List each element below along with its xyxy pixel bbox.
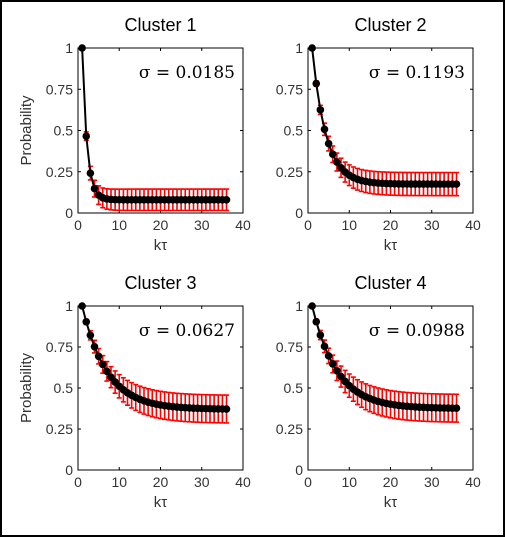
data-point <box>316 106 325 114</box>
data-point <box>312 317 321 326</box>
x-tick-label: 0 <box>74 474 82 490</box>
x-tick-label: 20 <box>383 474 399 490</box>
y-tick-label: 0.75 <box>46 339 73 355</box>
x-axis-label: kτ <box>154 237 168 254</box>
data-point <box>90 184 99 193</box>
data-point <box>90 342 99 351</box>
y-tick-label: 0.25 <box>276 421 303 437</box>
data-point <box>312 79 321 88</box>
data-point <box>316 331 325 339</box>
chart-title: Cluster 1 <box>124 15 196 35</box>
x-tick-label: 0 <box>304 217 312 233</box>
x-tick-label: 10 <box>111 474 127 490</box>
data-point <box>82 318 91 326</box>
chart-panel-2: 0 10 20 30 40 0 0.25 0.5 0.75 1 Cluster 2 kτ σ = 0.1… <box>276 15 481 254</box>
y-tick-label: 1 <box>65 40 73 56</box>
data-point <box>98 360 107 369</box>
y-tick-label: 0.75 <box>46 81 73 97</box>
y-tick-label: 1 <box>295 40 303 56</box>
y-tick-label: 0.5 <box>54 123 74 139</box>
data-point <box>94 352 103 361</box>
y-tick-label: 0 <box>65 462 73 478</box>
data-point <box>308 302 316 310</box>
x-tick-label: 30 <box>194 474 210 490</box>
data-point <box>222 405 231 413</box>
chart-panel-4: 0 10 20 30 40 0 0.25 0.5 0.75 1 Cluster 4 kτ σ = 0.0… <box>276 273 481 511</box>
x-axis-label: kτ <box>384 237 398 254</box>
data-point <box>86 331 95 340</box>
y-tick-label: 0.5 <box>284 380 304 396</box>
data-point <box>86 169 95 177</box>
x-axis-label: kτ <box>154 494 168 511</box>
x-tick-label: 20 <box>383 217 399 233</box>
y-tick-label: 0.25 <box>46 164 73 180</box>
data-point <box>328 150 337 159</box>
x-tick-label: 10 <box>341 474 357 490</box>
y-tick-label: 0.75 <box>276 339 303 355</box>
y-tick-label: 0.25 <box>46 421 73 437</box>
y-tick-label: 1 <box>65 298 73 314</box>
y-tick-label: 1 <box>295 298 303 314</box>
sigma-annotation: σ = 0.0988 <box>369 321 465 341</box>
x-tick-label: 0 <box>304 474 312 490</box>
data-point <box>82 132 91 140</box>
x-tick-label: 0 <box>74 217 82 233</box>
x-tick-label: 40 <box>465 474 481 490</box>
chart-panel-3: 0 10 20 30 40 0 0.25 0.5 0.75 1 Cluster 3 kτ Probabi… <box>18 273 251 511</box>
chart-title: Cluster 3 <box>124 273 196 293</box>
x-tick-label: 10 <box>341 217 357 233</box>
x-tick-label: 30 <box>194 217 210 233</box>
x-tick-label: 40 <box>465 217 481 233</box>
x-tick-label: 40 <box>235 217 251 233</box>
y-axis-label: Probability <box>18 95 35 166</box>
data-point <box>324 352 333 360</box>
data-point <box>308 44 316 52</box>
data-point <box>320 125 329 134</box>
y-tick-label: 0 <box>295 205 303 221</box>
data-point <box>103 367 111 376</box>
y-tick-label: 0.5 <box>284 123 304 139</box>
data-point <box>320 342 329 351</box>
chart-title: Cluster 2 <box>354 15 426 35</box>
x-tick-label: 30 <box>424 474 440 490</box>
chart-panel-1: 0 10 20 30 40 0 0.25 0.5 0.75 1 Cluster 1 kτ Probabi… <box>18 15 251 254</box>
y-tick-label: 0.5 <box>54 380 74 396</box>
data-point <box>222 196 231 204</box>
x-tick-label: 30 <box>424 217 440 233</box>
data-point <box>452 404 461 412</box>
x-axis-label: kτ <box>384 494 398 511</box>
x-tick-label: 10 <box>111 217 127 233</box>
y-tick-label: 0 <box>65 205 73 221</box>
sigma-annotation: σ = 0.0185 <box>139 63 235 83</box>
data-point <box>333 158 341 166</box>
x-tick-label: 40 <box>235 474 251 490</box>
y-tick-label: 0.75 <box>276 81 303 97</box>
y-tick-label: 0 <box>295 462 303 478</box>
data-point <box>78 302 86 310</box>
data-point <box>324 139 333 148</box>
x-tick-label: 20 <box>153 474 169 490</box>
x-tick-label: 20 <box>153 217 169 233</box>
data-point <box>333 366 341 375</box>
data-point <box>328 360 337 368</box>
data-point <box>452 180 461 188</box>
chart-title: Cluster 4 <box>354 273 426 293</box>
data-point <box>78 44 86 52</box>
sigma-annotation: σ = 0.0627 <box>139 321 235 341</box>
y-tick-label: 0.25 <box>276 164 303 180</box>
y-axis-label: Probability <box>18 352 35 423</box>
sigma-annotation: σ = 0.1193 <box>369 63 465 83</box>
